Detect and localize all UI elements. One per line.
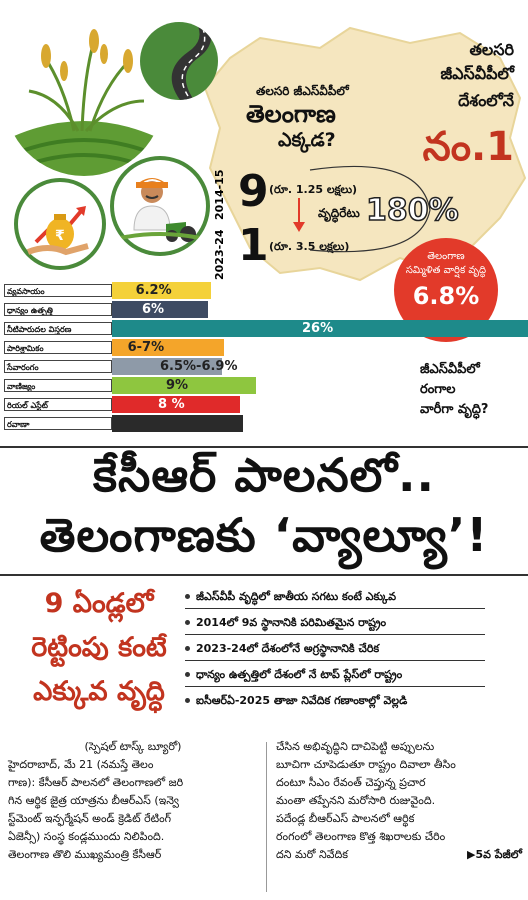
bar-category-label: వాణిజ్యం [4,379,112,392]
bullet-text: ఐసీఆర్ఏ-2025 తాజా నివేదిక గణాంకాల్లో వెల… [196,694,408,707]
subhead-line-3: ఎక్కువ వృద్ధి [33,676,165,707]
svg-text:₹: ₹ [55,228,65,244]
bar-category-label: సేవారంగం [4,360,112,373]
headline-line-1: కేసీఆర్ పాలనలో.. [93,448,435,502]
column-divider [266,742,267,892]
bar-category-label: రవాణా [4,417,112,430]
year-label-2014: 2014-15 [213,170,226,221]
article-column-1: (స్పెషల్ టాస్క్ బ్యూరో) హైదరాబాద్, మే 21… [8,738,258,864]
question-line-3: ఎక్కడ? [278,129,336,151]
rank-caption-1: తలసరి [469,40,514,59]
question-line-2: తెలంగాణ [246,100,336,128]
bullet-item: 2023-24లో దేశంలోనే అగ్రస్థానానికి చేరిక [185,638,485,661]
bar-value-label: 9% [166,378,189,393]
sector-question-2: రంగాల [420,382,456,397]
bullet-text: 2023-24లో దేశంలోనే అగ్రస్థానానికి చేరిక [196,642,380,655]
bullet-item: ధాన్యం ఉత్పత్తిలో దేశంలో నే టాప్ ప్లేస్‌… [185,664,485,687]
article-line: స్ట్‌మెంట్ ఇన్ఫర్మేషన్ అండ్ క్రెడిట్ రేట… [8,812,172,825]
rank-caption-3: దేశంలోనే [458,91,514,110]
bar-category-label: వ్యవసాయం [4,284,112,297]
subhead-line-1: 9 ఏండ్లలో [44,588,154,619]
cagr-line-1: తెలంగాణ [427,251,465,262]
sector-question: జీఎస్‌వీపీలో రంగాల వారీగా వృద్ధి? [420,360,488,420]
bar [112,301,208,318]
bar [112,282,211,299]
bar-value-label: 6.2% [135,283,172,298]
paddy-field-icon [4,16,164,176]
bullet-item: జీఎస్‌వీపీ వృద్ధిలో జాతీయ సగటు కంటే ఎక్క… [185,586,485,609]
bar-value-label: 6-7% [127,340,165,355]
rank-number-one: నం.1 [422,124,514,170]
bar-value-label: 8 % [158,397,185,412]
growth-rate-label: వృద్ధిరేటు [318,206,360,220]
farmer-tractor-icon [110,156,210,256]
growth-rate-value: 180% [365,192,459,229]
bar [112,377,256,394]
article-line: గాణ): కేసీఆర్ పాలనలో తెలంగాణలో జరి [8,776,184,789]
article-last-line-row: దని మరో నివేదిక ▶5వ పేజీలో [276,846,522,864]
byline: (స్పెషల్ టాస్క్ బ్యూరో) [84,740,182,753]
cagr-line-2: సమ్మిళిత వార్షిక వృద్ధి [405,265,487,276]
subhead-line-2: రెట్టింపు కంటే [31,632,167,663]
headline-line-2: తెలంగాణకు ‘వ్యాల్యూ’! [39,508,489,562]
article-line: దని మరో నివేదిక [276,848,349,861]
bar-category-label: నీటిపారుదల విస్తరణ [4,322,112,335]
value-2014: (రూ. 1.25 లక్షలు) [269,183,358,196]
bar [112,339,224,356]
article-line: గిన ఆర్థిక జైత్ర యాత్రను బీఆర్ఎస్ (ఇన్వె [8,794,179,807]
cagr-value: 6.8% [412,282,480,310]
article-line: పదేండ్ల బీఆర్ఎస్ పాలనలో ఆర్థిక [276,812,415,825]
bar [112,415,243,432]
growth-bracket [309,165,431,253]
year-axis: 2014-15 2023-24 [213,170,226,281]
article-line: మంతా తప్పేనని మరోసారి రుజువైంది. [276,794,436,807]
bar [112,320,528,337]
headline-bottom-rule [0,574,528,576]
bar-value-label: 26% [302,321,334,336]
continued-text: 5వ పేజీలో [475,848,523,861]
money-bag-growth-icon: ₹ [14,178,106,270]
article-line: ఏజెన్సీ) సంస్థ కండ్లముందు నిలిపింది. [8,830,165,843]
bar [112,396,240,413]
article-line: రంగంలో తెలంగాణ కొత్త శిఖరాలకు చేరిం [276,830,446,843]
sector-question-1: జీఎస్‌వీపీలో [420,362,480,377]
down-arrow-icon [293,198,305,232]
bar-value-label: 6.5%-6.9% [160,359,238,374]
bar-category-label: రియల్ ఎస్టేట్ [4,398,112,411]
rank-2014: 9 [238,166,269,217]
headline-top-rule [0,446,528,448]
year-label-2023: 2023-24 [213,229,226,280]
bar-value-label: 6% [142,302,165,317]
road-icon [140,22,218,100]
continued-on-page-link[interactable]: ▶5వ పేజీలో [467,848,523,861]
bullet-item: ఐసీఆర్ఏ-2025 తాజా నివేదిక గణాంకాల్లో వెల… [185,690,485,712]
rank-2023: 1 [238,220,269,271]
bullet-text: ధాన్యం ఉత్పత్తిలో దేశంలో నే టాప్ ప్లేస్‌… [196,668,403,681]
bullet-text: 2014లో 9వ స్థానానికి పరిమితమైన రాష్ట్రం [196,616,387,629]
article-column-2: చేసిన అభివృద్ధిని దాచిపెట్టి అప్పులను బూ… [276,738,522,864]
article-line: చేసిన అభివృద్ధిని దాచిపెట్టి అప్పులను [276,740,435,753]
bullet-item: 2014లో 9వ స్థానానికి పరిమితమైన రాష్ట్రం [185,612,485,635]
bar-category-label: పారిశ్రామికం [4,341,112,354]
question-line-1: తలసరి జీఎస్‌వీపీలో [256,84,349,98]
article-line: దంటూ సీఎం రేవంత్ చెప్తున్న ప్రచార [276,776,426,789]
article-line: హైదరాబాద్, మే 21 (నమస్తే తెలం [8,758,154,771]
article-line: బూచిగా చూపెడుతూ రాష్ట్రం దివాలా తీసిం [276,758,456,771]
bullet-text: జీఎస్‌వీపీ వృద్ధిలో జాతీయ సగటు కంటే ఎక్క… [196,590,397,603]
rank-caption-2: జీఎస్‌వీపీలో [440,64,514,83]
bar [112,358,222,375]
bar-category-label: ధాన్యం ఉత్పత్తి [4,303,112,316]
value-2023: (రూ. 3.5 లక్షలు) [269,240,350,253]
article-line: తెలంగాణ తొలి ముఖ్యమంత్రి కేసీఆర్ [8,848,162,861]
sector-question-3: వారీగా వృద్ధి? [420,402,489,417]
